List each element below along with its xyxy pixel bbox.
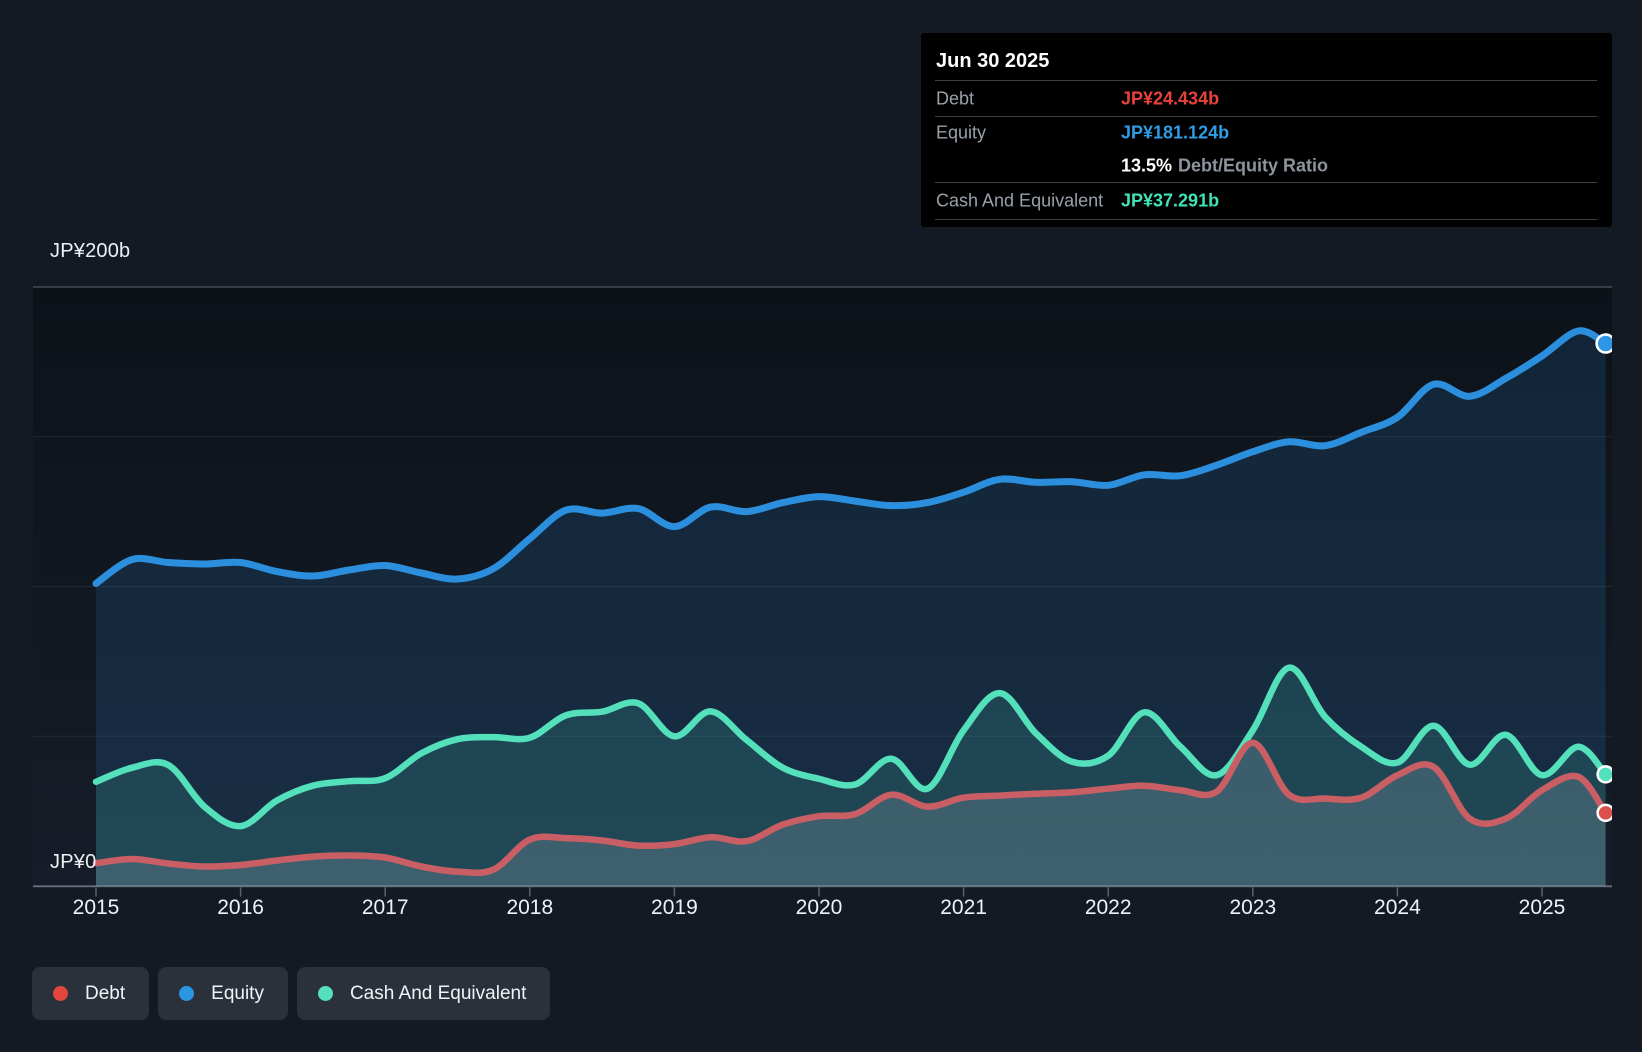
tooltip-equity-label: Equity	[936, 123, 986, 144]
equity-dot-icon	[179, 986, 194, 1001]
tooltip-row-debt: Debt JP¥24.434b	[921, 81, 1612, 116]
tooltip-row-cash: Cash And Equivalent JP¥37.291b	[921, 183, 1612, 219]
tooltip-cash-value: JP¥37.291b	[1121, 191, 1219, 212]
chart-tooltip: Jun 30 2025 Debt JP¥24.434b Equity JP¥18…	[921, 33, 1612, 227]
x-tick-label: 2025	[1519, 896, 1566, 920]
legend-cash-label: Cash And Equivalent	[350, 983, 526, 1005]
x-tick-label: 2016	[217, 896, 264, 920]
x-tick-label: 2017	[362, 896, 409, 920]
tooltip-cash-label: Cash And Equivalent	[936, 191, 1103, 212]
x-tick-label: 2018	[506, 896, 553, 920]
x-tick-label: 2022	[1085, 896, 1132, 920]
x-tick-label: 2019	[651, 896, 698, 920]
chart-legend: Debt Equity Cash And Equivalent	[32, 967, 550, 1020]
tooltip-debt-value: JP¥24.434b	[1121, 88, 1219, 109]
y-axis-label-0: JP¥0	[50, 851, 96, 874]
legend-item-debt[interactable]: Debt	[32, 967, 149, 1020]
tooltip-divider	[935, 219, 1597, 220]
y-axis-label-200b: JP¥200b	[50, 240, 130, 263]
tooltip-date-title: Jun 30 2025	[921, 33, 1612, 80]
chart-panel: JP¥200b JP¥0 2015 2016 2017 2018 2019 2020 202…	[0, 0, 1642, 1052]
debt-dot-icon	[53, 986, 68, 1001]
tooltip-equity-value: JP¥181.124b	[1121, 123, 1229, 144]
x-tick-label: 2020	[796, 896, 843, 920]
legend-item-equity[interactable]: Equity	[158, 967, 288, 1020]
tooltip-ratio-value: 13.5% Debt/Equity Ratio	[1121, 155, 1328, 176]
tooltip-debt-label: Debt	[936, 88, 974, 109]
x-tick-label: 2021	[940, 896, 987, 920]
tooltip-ratio-label: Debt/Equity Ratio	[1178, 155, 1328, 175]
tooltip-row-ratio: 13.5% Debt/Equity Ratio	[921, 149, 1612, 182]
legend-debt-label: Debt	[85, 983, 125, 1005]
x-tick-label: 2015	[73, 896, 120, 920]
tooltip-row-equity: Equity JP¥181.124b	[921, 117, 1612, 149]
x-tick-label: 2024	[1374, 896, 1421, 920]
legend-equity-label: Equity	[211, 983, 264, 1005]
x-tick-label: 2023	[1229, 896, 1276, 920]
cash-dot-icon	[318, 986, 333, 1001]
legend-item-cash[interactable]: Cash And Equivalent	[297, 967, 550, 1020]
tooltip-ratio-percent: 13.5%	[1121, 155, 1172, 175]
